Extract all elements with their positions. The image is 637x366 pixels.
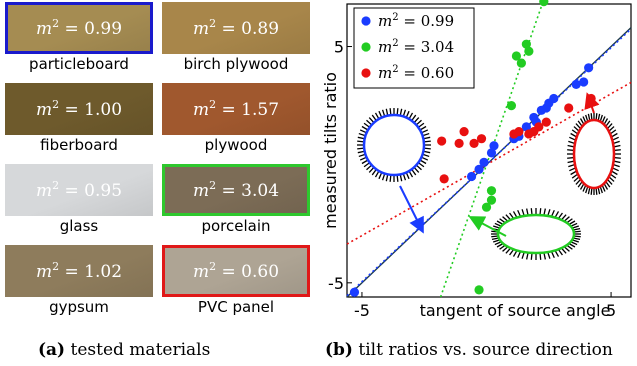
- material-m2-label: m2 = 1.57: [192, 98, 280, 120]
- inset-ellipse-red: [567, 113, 621, 195]
- data-point: [506, 101, 517, 111]
- data-point: [521, 122, 531, 132]
- arrow-red: [584, 92, 600, 114]
- data-point: [571, 79, 581, 89]
- material-m2-value: 1.02: [84, 261, 123, 282]
- data-point: [439, 174, 449, 184]
- material-name: particleboard: [29, 55, 129, 73]
- data-point: [474, 164, 484, 175]
- data-point: [564, 103, 574, 113]
- data-point: [466, 171, 477, 182]
- x-axis-label: tangent of source angle: [420, 301, 611, 320]
- material-m2-label: m2 = 1.02: [35, 260, 123, 282]
- caption-b: (b) tilt ratios vs. source direction: [325, 340, 613, 360]
- y-tick-label: -5: [328, 274, 344, 293]
- data-point: [349, 287, 360, 297]
- material-m2-value: 0.99: [84, 18, 123, 39]
- data-point: [469, 138, 479, 149]
- inset-circle-blue: [357, 108, 431, 182]
- data-point: [486, 195, 497, 205]
- data-point: [437, 136, 447, 146]
- y-axis-label: measured tilts ratio: [321, 72, 340, 229]
- data-point: [454, 138, 464, 149]
- legend-marker: [361, 16, 371, 26]
- material-name: glass: [59, 217, 99, 235]
- data-point: [524, 46, 534, 56]
- material-name: porcelain: [201, 217, 271, 235]
- caption-a-label: (a): [38, 340, 66, 360]
- data-point: [539, 0, 549, 7]
- material-m2-value: 0.95: [84, 180, 123, 201]
- data-point: [476, 134, 487, 144]
- caption-b-text: tilt ratios vs. source direction: [358, 340, 613, 360]
- material-swatch: m2 = 3.04: [162, 164, 310, 216]
- legend-marker: [361, 68, 371, 78]
- material-swatch: m2 = 1.57: [162, 83, 310, 135]
- data-point: [584, 63, 594, 73]
- legend-box: [353, 7, 475, 89]
- data-point: [481, 202, 492, 212]
- material-m2-label: m2 = 1.00: [35, 98, 123, 120]
- material-m2-value: 0.89: [241, 18, 280, 39]
- legend-marker: [361, 42, 371, 52]
- material-name: fiberboard: [40, 136, 118, 154]
- x-tick-label: 5: [606, 301, 616, 320]
- data-point: [459, 126, 469, 137]
- material-swatch: m2 = 0.60: [162, 245, 310, 297]
- data-point: [486, 148, 497, 158]
- material-m2-value: 1.00: [84, 99, 123, 120]
- data-point: [516, 58, 526, 68]
- data-point: [511, 51, 522, 61]
- material-swatch: m2 = 0.99: [5, 2, 153, 54]
- arrow-blue: [399, 185, 424, 234]
- data-point: [549, 93, 559, 104]
- material-name: plywood: [204, 136, 268, 154]
- material-swatch: m2 = 0.95: [5, 164, 153, 216]
- data-point: [579, 77, 589, 87]
- caption-a-text: tested materials: [70, 340, 211, 360]
- material-m2-label: m2 = 0.89: [192, 17, 280, 39]
- data-point: [474, 285, 484, 295]
- material-m2-label: m2 = 0.95: [35, 179, 123, 201]
- data-point: [521, 39, 531, 49]
- caption-a: (a) tested materials: [38, 340, 210, 360]
- material-name: birch plywood: [183, 55, 289, 73]
- material-m2-label: m2 = 3.04: [192, 179, 280, 201]
- x-tick-label: -5: [354, 301, 370, 320]
- plot-frame: [346, 3, 632, 298]
- legend-entry: m2 = 0.60: [378, 64, 454, 82]
- y-tick-label: 5: [334, 38, 344, 57]
- material-name: PVC panel: [197, 298, 275, 316]
- data-point: [514, 126, 524, 137]
- legend-entry: m2 = 3.04: [378, 38, 454, 56]
- material-swatch: m2 = 0.89: [162, 2, 310, 54]
- data-point: [479, 157, 489, 167]
- material-name: gypsum: [49, 298, 109, 316]
- inset-ellipse-green: [491, 208, 581, 260]
- caption-b-label: (b): [325, 340, 353, 360]
- legend-entry: m2 = 0.99: [378, 12, 454, 30]
- material-swatch: m2 = 1.02: [5, 245, 153, 297]
- material-swatch: m2 = 1.00: [5, 83, 153, 135]
- material-m2-value: 0.60: [241, 261, 280, 282]
- material-m2-value: 3.04: [241, 180, 280, 201]
- data-point: [541, 117, 551, 127]
- material-m2-value: 1.57: [241, 99, 280, 120]
- data-point: [534, 122, 544, 132]
- arrow-green: [468, 216, 507, 237]
- data-point: [489, 141, 499, 151]
- material-m2-label: m2 = 0.60: [192, 260, 280, 282]
- data-point: [486, 186, 497, 196]
- material-m2-label: m2 = 0.99: [35, 17, 123, 39]
